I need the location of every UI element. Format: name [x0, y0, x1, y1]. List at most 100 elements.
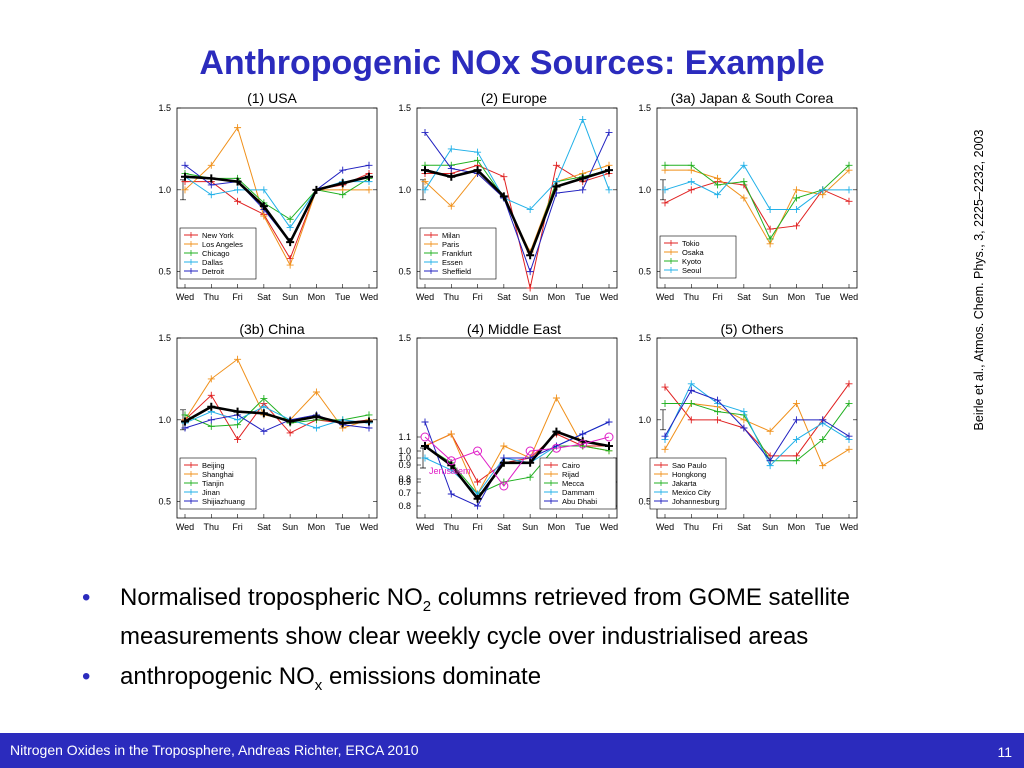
data-point	[552, 182, 561, 191]
legend-label: Jinan	[202, 488, 220, 497]
series-line-mean	[184, 175, 370, 245]
data-point	[207, 416, 215, 424]
legend-label: Abu Dhabi	[562, 497, 597, 506]
data-point	[792, 205, 800, 213]
data-point	[605, 442, 613, 450]
data-point	[286, 238, 295, 247]
data-point	[474, 478, 482, 486]
legend-label: Rijad	[562, 470, 579, 479]
footer-bar: Nitrogen Oxides in the Troposphere, Andr…	[0, 733, 1024, 768]
data-point	[766, 427, 774, 435]
data-point	[474, 502, 482, 510]
chart-title: (3a) Japan & South Corea	[671, 90, 834, 106]
legend-label: Seoul	[682, 266, 702, 275]
data-point	[259, 409, 268, 418]
data-point	[312, 412, 321, 421]
data-point	[338, 419, 347, 428]
legend-label: Mexico City	[672, 488, 711, 497]
data-point	[661, 432, 669, 440]
chart-panel-6: (5) Others Wed Thu Fri Sat Sun Mon Tue Wed 0.5 1.0…	[638, 321, 858, 532]
y-tick-label: 1.0	[638, 185, 651, 195]
data-point	[714, 174, 722, 182]
x-tick-label: Wed	[840, 292, 858, 302]
data-point	[473, 166, 482, 175]
series-line-seoul	[664, 164, 849, 210]
data-point	[234, 355, 242, 363]
inset-data-point	[578, 439, 588, 449]
x-tick-label: Wed	[360, 292, 378, 302]
data-point	[714, 191, 722, 199]
data-point	[207, 181, 215, 189]
data-point	[661, 199, 669, 207]
data-point	[687, 186, 695, 194]
legend-label: Osaka	[682, 248, 705, 257]
data-point	[740, 178, 748, 186]
data-point	[500, 442, 508, 450]
data-point	[526, 458, 535, 467]
data-point	[687, 178, 695, 186]
bullet-1-text: Normalised tropospheric NO	[120, 584, 423, 611]
data-point	[661, 399, 669, 407]
data-point	[312, 185, 321, 194]
legend-label: Milan	[442, 231, 460, 240]
chart-title: (2) Europe	[481, 90, 547, 106]
inset-data-point	[473, 446, 483, 456]
data-point	[766, 457, 774, 465]
data-point	[845, 380, 853, 388]
inset-y-tick-label: 0.9	[398, 460, 411, 470]
x-tick-label: Sat	[497, 292, 511, 302]
inset-y-tick-label: 0.7	[398, 488, 411, 498]
x-tick-label: Sun	[522, 522, 538, 532]
data-point	[421, 418, 429, 426]
x-tick-label: Tue	[335, 522, 350, 532]
legend-label: Mecca	[562, 479, 585, 488]
series-line-dallas	[184, 176, 369, 229]
y-tick-label: 1.0	[398, 453, 411, 463]
x-tick-label: Sat	[737, 522, 751, 532]
data-point	[365, 417, 373, 426]
legend-label: New York	[202, 231, 234, 240]
data-point	[207, 402, 216, 411]
data-point	[766, 225, 774, 233]
data-point	[447, 490, 455, 498]
x-tick-label: Tue	[335, 292, 350, 302]
data-point	[260, 427, 268, 435]
x-tick-label: Tue	[815, 522, 830, 532]
data-point	[181, 417, 189, 426]
x-tick-label: Fri	[472, 522, 483, 532]
y-tick-label: 1.0	[638, 415, 651, 425]
data-point	[819, 435, 827, 443]
bullet-1-sub: 2	[422, 597, 432, 615]
y-tick-label: 0.8	[398, 501, 411, 511]
x-tick-label: Sat	[257, 292, 271, 302]
data-point	[714, 181, 722, 189]
legend-label: Chicago	[202, 249, 230, 258]
data-point	[526, 284, 534, 292]
error-bar	[660, 409, 666, 431]
legend-label: Jakarta	[672, 479, 697, 488]
data-point	[447, 165, 455, 173]
data-point	[259, 202, 268, 211]
data-point	[234, 186, 242, 194]
x-tick-label: Sat	[257, 522, 271, 532]
x-tick-label: Thu	[444, 522, 460, 532]
data-point	[819, 186, 827, 194]
data-point	[661, 186, 669, 194]
data-point	[233, 407, 242, 416]
x-tick-label: Wed	[656, 292, 674, 302]
bullet-item-2: • anthropogenic NOx emissions dominate	[82, 662, 862, 701]
legend-label: Sao Paulo	[672, 461, 707, 470]
legend-label: Cairo	[562, 461, 580, 470]
x-tick-label: Wed	[360, 522, 378, 532]
footer-text: Nitrogen Oxides in the Troposphere, Andr…	[10, 742, 419, 758]
y-tick-label: 1.5	[638, 333, 651, 343]
data-point	[714, 396, 722, 404]
data-point	[499, 458, 508, 467]
data-point	[365, 161, 373, 169]
data-point	[365, 411, 373, 419]
data-point	[552, 427, 561, 436]
data-point	[792, 186, 800, 194]
legend-label: Sheffield	[442, 267, 471, 276]
x-tick-label: Thu	[204, 522, 220, 532]
data-point	[687, 386, 695, 394]
